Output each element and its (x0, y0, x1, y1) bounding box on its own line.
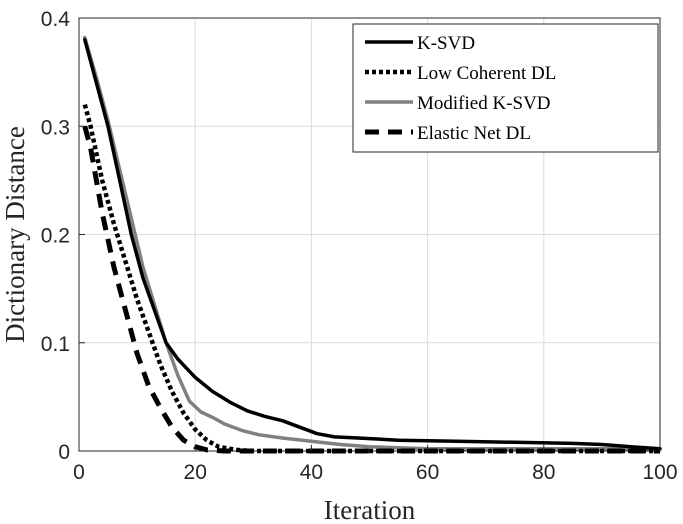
y-tick-label: 0.1 (41, 333, 70, 356)
y-tick-label: 0.4 (41, 8, 71, 31)
y-axis-title: Dictionary Distance (0, 126, 30, 343)
x-tick-label: 80 (532, 461, 555, 484)
x-tick-label: 0 (73, 461, 85, 484)
series-line-elastic-net-dl (82, 125, 660, 454)
x-tick-label: 40 (300, 461, 323, 484)
legend-box (352, 23, 659, 153)
series-line-k-svd (83, 37, 662, 451)
legend-label: Elastic Net DL (417, 123, 531, 144)
x-tick-label: 60 (416, 461, 439, 484)
y-tick-label: 0.2 (41, 225, 70, 248)
series-line-low-coherent-dl (82, 104, 660, 454)
y-tick-label: 0 (58, 441, 70, 464)
y-tick-label: 0.3 (41, 116, 70, 139)
series-layer (82, 35, 662, 454)
legend-label: K-SVD (417, 33, 475, 54)
legend-label: Modified K-SVD (417, 93, 551, 114)
x-axis-title: Iteration (324, 495, 416, 524)
x-tick-label: 20 (184, 461, 207, 484)
legend-label: Low Coherent DL (417, 63, 556, 84)
tick-layer: 0 20 40 60 80 100 0 0.1 0.2 0.3 0.4 (41, 8, 678, 484)
x-tick-label: 100 (642, 461, 677, 484)
legend: K-SVD Low Coherent DL Modified K-SVD Elasti… (352, 23, 659, 153)
